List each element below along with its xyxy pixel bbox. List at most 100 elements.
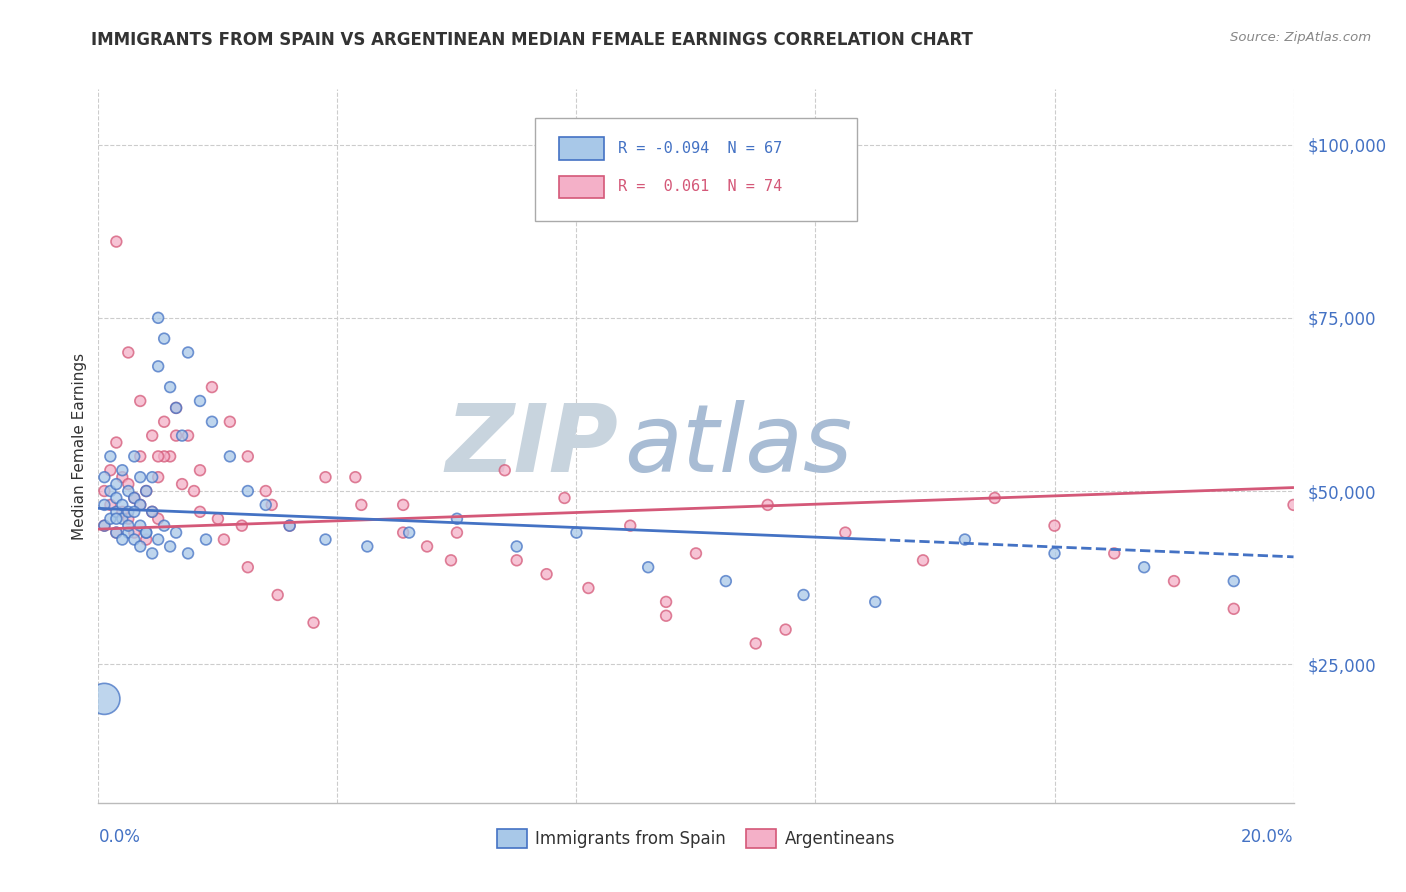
Point bbox=[129, 498, 152, 512]
Point bbox=[775, 623, 797, 637]
FancyBboxPatch shape bbox=[534, 118, 858, 221]
Point bbox=[98, 463, 122, 477]
Point bbox=[315, 470, 337, 484]
Point bbox=[177, 546, 200, 560]
Y-axis label: Median Female Earnings: Median Female Earnings bbox=[72, 352, 87, 540]
Point bbox=[159, 450, 181, 464]
Point bbox=[124, 505, 146, 519]
Point bbox=[105, 477, 128, 491]
Point bbox=[117, 477, 139, 491]
Point bbox=[356, 540, 378, 554]
Point bbox=[745, 636, 768, 650]
Point bbox=[135, 533, 157, 547]
Text: 20.0%: 20.0% bbox=[1241, 828, 1294, 846]
Point bbox=[105, 505, 128, 519]
Point bbox=[124, 533, 146, 547]
Point bbox=[619, 518, 641, 533]
Point bbox=[278, 518, 301, 533]
Point bbox=[201, 380, 224, 394]
Point bbox=[350, 498, 373, 512]
Point bbox=[111, 505, 134, 519]
Point bbox=[865, 595, 887, 609]
Point bbox=[793, 588, 815, 602]
Point bbox=[440, 553, 463, 567]
Point bbox=[105, 525, 128, 540]
Text: IMMIGRANTS FROM SPAIN VS ARGENTINEAN MEDIAN FEMALE EARNINGS CORRELATION CHART: IMMIGRANTS FROM SPAIN VS ARGENTINEAN MED… bbox=[91, 31, 973, 49]
Point bbox=[124, 525, 146, 540]
Point bbox=[565, 525, 588, 540]
Point bbox=[98, 450, 122, 464]
Point bbox=[129, 450, 152, 464]
Point bbox=[1043, 546, 1066, 560]
Point bbox=[135, 525, 157, 540]
Point bbox=[111, 498, 134, 512]
Point bbox=[714, 574, 737, 588]
Point bbox=[117, 483, 139, 498]
Point bbox=[148, 359, 170, 374]
Point bbox=[912, 553, 935, 567]
FancyBboxPatch shape bbox=[558, 137, 605, 160]
Point bbox=[536, 567, 558, 582]
Point bbox=[953, 533, 976, 547]
Point bbox=[506, 540, 529, 554]
Point bbox=[93, 518, 115, 533]
Point bbox=[278, 518, 301, 533]
Point bbox=[172, 477, 194, 491]
Point bbox=[188, 463, 211, 477]
Point bbox=[172, 428, 194, 442]
Point bbox=[117, 505, 139, 519]
Point bbox=[165, 428, 187, 442]
Point bbox=[756, 498, 779, 512]
Point bbox=[98, 483, 122, 498]
Text: atlas: atlas bbox=[624, 401, 852, 491]
Point bbox=[105, 435, 128, 450]
Point bbox=[153, 450, 176, 464]
Text: 0.0%: 0.0% bbox=[98, 828, 141, 846]
Point bbox=[165, 401, 187, 415]
Point bbox=[124, 450, 146, 464]
Point bbox=[506, 553, 529, 567]
Point bbox=[315, 533, 337, 547]
Point bbox=[260, 498, 283, 512]
Point bbox=[578, 581, 600, 595]
Point bbox=[1282, 498, 1305, 512]
Point bbox=[141, 505, 163, 519]
Point bbox=[392, 498, 415, 512]
Point bbox=[153, 332, 176, 346]
Point bbox=[236, 560, 259, 574]
Point bbox=[236, 450, 259, 464]
Point bbox=[148, 533, 170, 547]
Point bbox=[637, 560, 659, 574]
Point bbox=[105, 235, 128, 249]
Point bbox=[141, 505, 163, 519]
Point bbox=[1223, 602, 1246, 616]
Point bbox=[129, 518, 152, 533]
Point bbox=[111, 533, 134, 547]
Point bbox=[141, 470, 163, 484]
Point bbox=[834, 525, 856, 540]
Text: ZIP: ZIP bbox=[446, 400, 619, 492]
Point bbox=[201, 415, 224, 429]
Point bbox=[1163, 574, 1185, 588]
Point bbox=[129, 394, 152, 409]
Point bbox=[494, 463, 516, 477]
Point bbox=[117, 345, 139, 359]
Point bbox=[135, 483, 157, 498]
Point bbox=[984, 491, 1007, 505]
Text: Source: ZipAtlas.com: Source: ZipAtlas.com bbox=[1230, 31, 1371, 45]
Point bbox=[129, 540, 152, 554]
Point bbox=[165, 401, 187, 415]
Point bbox=[219, 415, 242, 429]
Point bbox=[267, 588, 290, 602]
Point bbox=[344, 470, 367, 484]
Point bbox=[141, 546, 163, 560]
Point bbox=[129, 498, 152, 512]
Point bbox=[98, 498, 122, 512]
Point bbox=[105, 491, 128, 505]
Point bbox=[446, 512, 468, 526]
Point bbox=[111, 512, 134, 526]
Point bbox=[188, 394, 211, 409]
Point bbox=[105, 512, 128, 526]
Point bbox=[554, 491, 576, 505]
Point bbox=[188, 505, 211, 519]
